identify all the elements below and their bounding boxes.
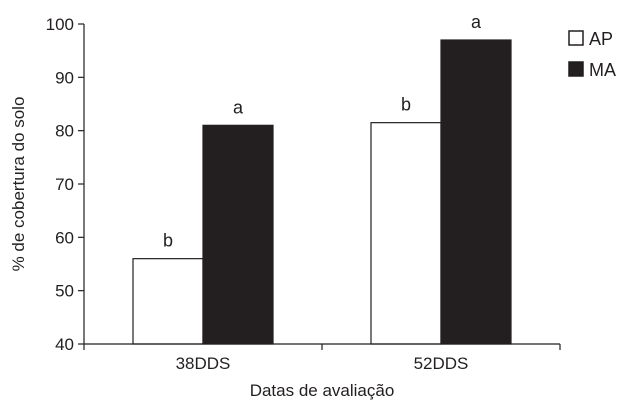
y-tick-label: 90 — [55, 68, 74, 87]
legend: AP MA — [568, 29, 616, 80]
significance-letter: a — [471, 12, 482, 32]
y-tick-label: 100 — [46, 15, 74, 34]
significance-letter: a — [233, 97, 244, 117]
y-tick-label: 50 — [55, 282, 74, 301]
bar-ma-52dds — [440, 39, 512, 345]
x-tick-label: 38DDS — [176, 354, 231, 373]
legend-label-ap: AP — [589, 29, 613, 49]
x-ticks: 38DDS 52DDS — [83, 344, 561, 373]
significance-letter: b — [163, 231, 173, 251]
bar-ap-38dds — [132, 258, 204, 345]
y-tick-label: 60 — [55, 228, 74, 247]
bar-ap-52dds — [370, 122, 442, 345]
y-axis-title: % de cobertura do solo — [9, 97, 28, 272]
plot-area: b a b a — [132, 12, 512, 345]
legend-swatch-ma — [568, 61, 584, 77]
bar-ma-38dds — [202, 124, 274, 345]
y-tick-label: 70 — [55, 175, 74, 194]
legend-swatch-ap — [568, 30, 584, 46]
x-axis-title: Datas de avaliação — [250, 381, 395, 400]
y-ticks: 40 50 60 70 80 90 100 — [46, 15, 84, 354]
legend-label-ma: MA — [589, 60, 616, 80]
y-tick-label: 80 — [55, 122, 74, 141]
x-tick-label: 52DDS — [414, 354, 469, 373]
y-tick-label: 40 — [55, 335, 74, 354]
significance-letter: b — [401, 95, 411, 115]
